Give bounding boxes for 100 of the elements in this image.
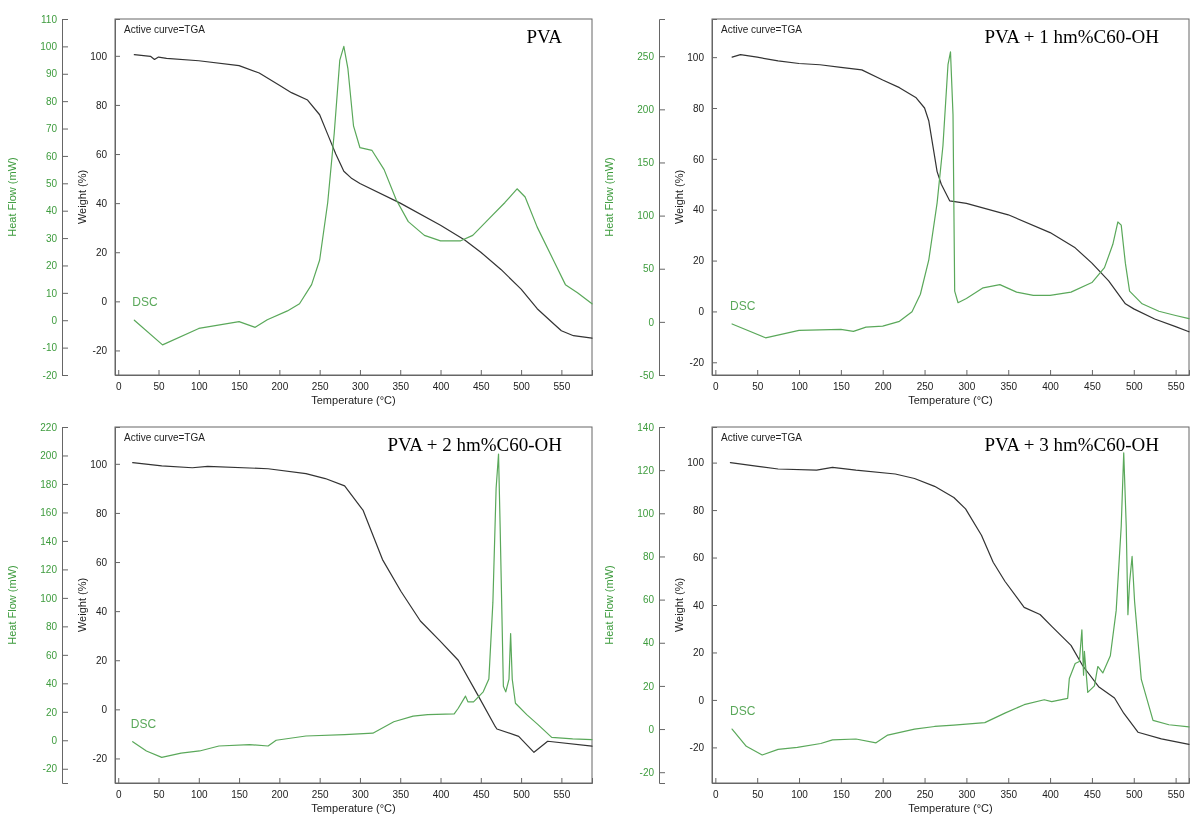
y2-tick-label: 20 — [642, 680, 655, 692]
x-tick-label: 350 — [1000, 789, 1018, 801]
series-label: DSC — [130, 716, 157, 731]
y-tick-label: 0 — [698, 306, 705, 318]
y2-tick-label: 120 — [40, 564, 58, 576]
y2-tick-label: 100 — [40, 41, 58, 53]
y2-axis-title: Heat Flow (mW) — [603, 157, 615, 237]
x-tick-label: 450 — [472, 789, 491, 801]
y2-tick-label: 0 — [648, 723, 655, 735]
y-tick-label: 100 — [90, 50, 108, 62]
x-tick-label: 450 — [1084, 789, 1102, 801]
x-tick-label: 400 — [432, 789, 450, 801]
y2-tick-label: -20 — [42, 763, 58, 775]
y-tick-label: -20 — [689, 356, 705, 368]
x-tick-label: 150 — [833, 789, 851, 801]
y2-tick-label: 40 — [45, 678, 58, 690]
x-axis-title: Temperature (°C) — [311, 394, 396, 406]
y2-tick-label: 80 — [45, 95, 58, 107]
y2-axis-title: Heat Flow (mW) — [6, 157, 18, 237]
x-tick-label: 500 — [513, 381, 531, 393]
x-tick-label: 450 — [1084, 381, 1102, 393]
y2-tick-label: 60 — [45, 649, 58, 661]
annotation: Active curve=TGA — [721, 24, 803, 35]
x-tick-label: 100 — [791, 789, 809, 801]
y-tick-label: 60 — [95, 556, 108, 568]
y2-tick-label: 50 — [642, 263, 655, 275]
x-tick-label: 350 — [392, 789, 410, 801]
x-tick-label: 150 — [231, 789, 249, 801]
y-tick-label: -20 — [689, 742, 705, 754]
x-tick-label: 550 — [553, 789, 571, 801]
y-tick-label: 40 — [692, 204, 705, 216]
x-tick-label: 200 — [271, 381, 289, 393]
y-axis-title: Weight (%) — [673, 169, 685, 225]
y2-tick-label: 150 — [637, 157, 655, 169]
x-tick-label: 500 — [1125, 381, 1144, 393]
y-tick-label: 80 — [95, 507, 108, 519]
x-tick-label: 350 — [1000, 381, 1018, 393]
annotation: Active curve=TGA — [124, 432, 206, 443]
x-tick-label: 200 — [271, 789, 289, 801]
x-tick-label: 100 — [190, 789, 209, 801]
x-tick-label: 500 — [513, 789, 531, 801]
x-tick-label: 50 — [752, 381, 764, 393]
x-tick-label: 550 — [1167, 381, 1185, 393]
x-axis-title: Temperature (°C) — [908, 394, 993, 406]
x-tick-label: 250 — [916, 789, 934, 801]
x-tick-label: 250 — [311, 789, 329, 801]
annotation: Active curve=TGA — [124, 24, 206, 35]
x-tick-label: 0 — [713, 789, 720, 801]
x-tick-label: 100 — [190, 381, 209, 393]
x-tick-label: 400 — [1042, 789, 1060, 801]
y2-tick-label: 70 — [45, 123, 58, 135]
y-tick-label: 80 — [692, 102, 705, 114]
x-tick-label: 350 — [392, 381, 410, 393]
x-tick-label: 50 — [153, 381, 166, 393]
y2-tick-label: -20 — [639, 766, 655, 778]
y-tick-label: 60 — [692, 153, 705, 165]
y-tick-label: 100 — [687, 51, 705, 63]
x-tick-label: 0 — [115, 381, 122, 393]
y2-tick-label: -50 — [639, 369, 655, 381]
y2-axis-title: Heat Flow (mW) — [603, 565, 615, 645]
y-tick-label: 0 — [101, 296, 108, 308]
y2-tick-label: 250 — [637, 50, 655, 62]
x-tick-label: 300 — [352, 789, 370, 801]
x-tick-label: 400 — [1042, 381, 1060, 393]
y-tick-label: 60 — [95, 148, 108, 160]
chart-title: PVA + 3 hm%C60-OH — [984, 434, 1160, 455]
x-tick-label: 250 — [311, 381, 329, 393]
chart-title: PVA — [526, 26, 563, 47]
y2-tick-label: 120 — [637, 464, 655, 476]
y-tick-label: 80 — [95, 99, 108, 111]
y-tick-label: 100 — [687, 457, 705, 469]
chart-title: PVA + 1 hm%C60-OH — [984, 26, 1160, 47]
x-tick-label: 0 — [713, 381, 720, 393]
y-tick-label: 100 — [90, 458, 108, 470]
x-tick-label: 200 — [874, 381, 892, 393]
x-tick-label: 550 — [1167, 789, 1185, 801]
y-tick-label: 40 — [95, 197, 108, 209]
x-tick-label: 0 — [115, 789, 122, 801]
x-tick-label: 450 — [472, 381, 491, 393]
chart-title: PVA + 2 hm%C60-OH — [387, 434, 563, 455]
y-tick-label: 0 — [698, 694, 705, 706]
y2-tick-label: 40 — [45, 205, 58, 217]
y2-tick-label: 20 — [45, 706, 58, 718]
y2-tick-label: 220 — [40, 421, 58, 433]
y2-tick-label: -20 — [42, 369, 58, 381]
y2-tick-label: 90 — [45, 68, 58, 80]
y2-tick-label: 200 — [40, 450, 58, 462]
x-tick-label: 400 — [432, 381, 450, 393]
x-tick-label: 50 — [752, 789, 764, 801]
y-tick-label: 40 — [95, 605, 108, 617]
y2-tick-label: 0 — [648, 316, 655, 328]
x-tick-label: 500 — [1125, 789, 1144, 801]
y-tick-label: 0 — [101, 704, 108, 716]
series-label: DSC — [132, 295, 159, 310]
y2-tick-label: 140 — [40, 535, 58, 547]
y-tick-label: 20 — [692, 647, 705, 659]
y-tick-label: 40 — [692, 599, 705, 611]
x-tick-label: 200 — [874, 789, 892, 801]
x-tick-label: 550 — [553, 381, 571, 393]
y2-tick-label: 100 — [637, 210, 655, 222]
